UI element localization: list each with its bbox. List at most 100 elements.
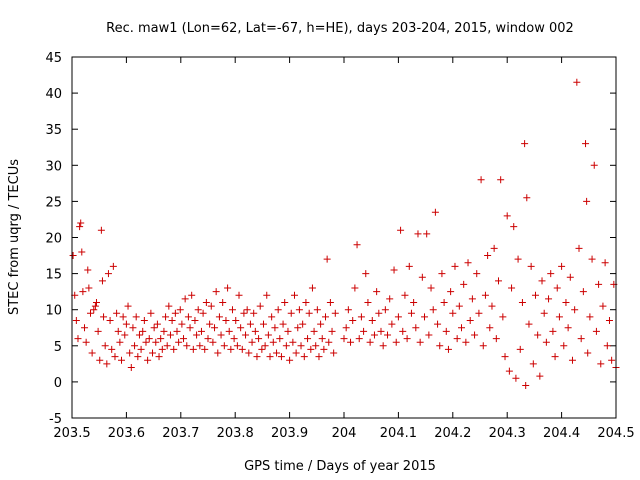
data-point — [545, 295, 553, 303]
data-point — [397, 226, 405, 234]
data-point — [189, 345, 197, 353]
data-point — [590, 161, 598, 169]
data-point — [126, 349, 134, 357]
data-point — [212, 288, 220, 296]
y-tick-label: 40 — [45, 87, 62, 102]
data-point — [127, 363, 135, 371]
data-point — [536, 372, 544, 380]
data-point — [142, 338, 150, 346]
x-tick-label: 204.5 — [597, 426, 634, 441]
data-point — [322, 313, 330, 321]
x-tick-label: 204.4 — [543, 426, 580, 441]
data-point — [295, 306, 303, 314]
data-point — [522, 382, 530, 390]
data-point — [425, 331, 433, 339]
data-point — [601, 259, 609, 267]
data-point — [573, 78, 581, 86]
x-tick-label: 203.6 — [108, 426, 145, 441]
data-point — [475, 309, 483, 317]
data-point — [116, 338, 124, 346]
data-point — [582, 140, 590, 148]
data-point — [521, 140, 529, 148]
data-point — [78, 248, 86, 256]
data-point — [551, 353, 559, 361]
data-point — [381, 306, 389, 314]
data-point — [444, 345, 452, 353]
data-point — [462, 338, 470, 346]
y-tick-label: 30 — [45, 159, 62, 174]
data-point — [178, 320, 186, 328]
data-point — [197, 327, 205, 335]
data-point — [188, 291, 196, 299]
data-point — [460, 280, 468, 288]
data-point — [183, 342, 191, 350]
data-point — [176, 306, 184, 314]
data-point — [217, 331, 225, 339]
data-point — [271, 324, 279, 332]
data-point — [447, 288, 455, 296]
x-axis-label: GPS time / Days of year 2015 — [244, 459, 436, 474]
data-point — [412, 324, 420, 332]
data-point — [377, 327, 385, 335]
data-point — [240, 309, 248, 317]
data-point — [405, 262, 413, 270]
data-point — [494, 277, 502, 285]
data-point — [219, 298, 227, 306]
data-point — [313, 306, 321, 314]
data-point — [360, 327, 368, 335]
data-point — [69, 252, 77, 260]
data-point — [577, 335, 585, 343]
data-point — [230, 335, 238, 343]
data-point — [237, 324, 245, 332]
data-point — [418, 273, 426, 281]
data-point — [492, 335, 500, 343]
data-point — [268, 313, 276, 321]
data-point — [597, 360, 605, 368]
data-point — [423, 230, 431, 238]
data-point — [124, 302, 132, 310]
data-point — [531, 291, 539, 299]
data-point — [392, 338, 400, 346]
data-point — [94, 327, 102, 335]
data-point — [583, 197, 591, 205]
data-point — [139, 327, 147, 335]
data-point — [292, 349, 300, 357]
data-point — [414, 230, 422, 238]
y-tick-label: 10 — [45, 304, 62, 319]
data-point — [505, 367, 513, 375]
data-point — [571, 306, 579, 314]
data-point — [294, 324, 302, 332]
data-point — [121, 331, 129, 339]
data-point — [92, 298, 100, 306]
data-point — [251, 327, 259, 335]
data-point — [588, 255, 596, 263]
data-point — [204, 335, 212, 343]
data-point — [344, 306, 352, 314]
data-point — [243, 306, 251, 314]
data-point — [207, 302, 215, 310]
data-point — [592, 327, 600, 335]
data-point — [134, 353, 142, 361]
data-point — [253, 353, 261, 361]
plot-frame — [71, 56, 617, 419]
data-point — [199, 309, 207, 317]
data-point — [235, 291, 243, 299]
data-point — [529, 360, 537, 368]
data-point — [486, 324, 494, 332]
data-point — [233, 342, 241, 350]
data-point — [307, 345, 315, 353]
data-point — [549, 327, 557, 335]
data-point — [379, 342, 387, 350]
data-point — [155, 353, 163, 361]
data-point — [81, 324, 89, 332]
data-point — [214, 349, 222, 357]
data-point — [279, 320, 287, 328]
data-point — [320, 345, 328, 353]
data-point — [157, 335, 165, 343]
x-tick-label: 203.7 — [162, 426, 199, 441]
data-point — [165, 302, 173, 310]
data-point — [468, 295, 476, 303]
y-tick-label: -5 — [49, 412, 62, 427]
data-point — [184, 313, 192, 321]
y-tick-label: 15 — [45, 268, 62, 283]
